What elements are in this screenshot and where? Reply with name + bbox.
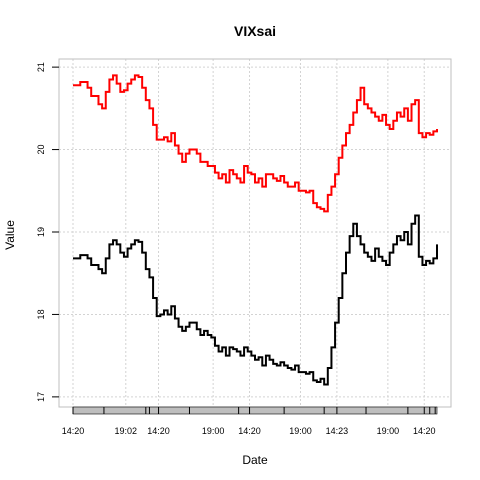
x-tick-label: 19:00: [202, 426, 225, 436]
x-tick-label: 14:20: [238, 426, 261, 436]
y-tick-label: 17: [36, 392, 46, 402]
x-tick-label: 14:23: [326, 426, 349, 436]
x-tick-label: 19:00: [377, 426, 400, 436]
y-tick-label: 19: [36, 227, 46, 237]
y-tick-label: 21: [36, 62, 46, 72]
y-tick-label: 20: [36, 145, 46, 155]
chart-title: VIXsai: [234, 23, 276, 39]
series-layer: [73, 74, 438, 386]
x-tick-label: 14:20: [413, 426, 436, 436]
y-axis-label: Value: [3, 220, 17, 250]
series-line-2: [73, 214, 438, 386]
gridlines: [59, 59, 451, 407]
x-axis-label: Date: [242, 453, 268, 467]
x-tick-label: 19:02: [115, 426, 138, 436]
x-tick-label: 14:20: [62, 426, 85, 436]
x-tick-label: 19:00: [289, 426, 312, 436]
x-axis-band: [72, 406, 438, 415]
y-tick-label: 18: [36, 309, 46, 319]
axes: 17 18 19 20 21 14:20 19:02 14:20 19:00 14:20 19:00…: [36, 62, 438, 436]
series-line-1: [73, 74, 438, 213]
x-tick-label: 14:20: [147, 426, 170, 436]
